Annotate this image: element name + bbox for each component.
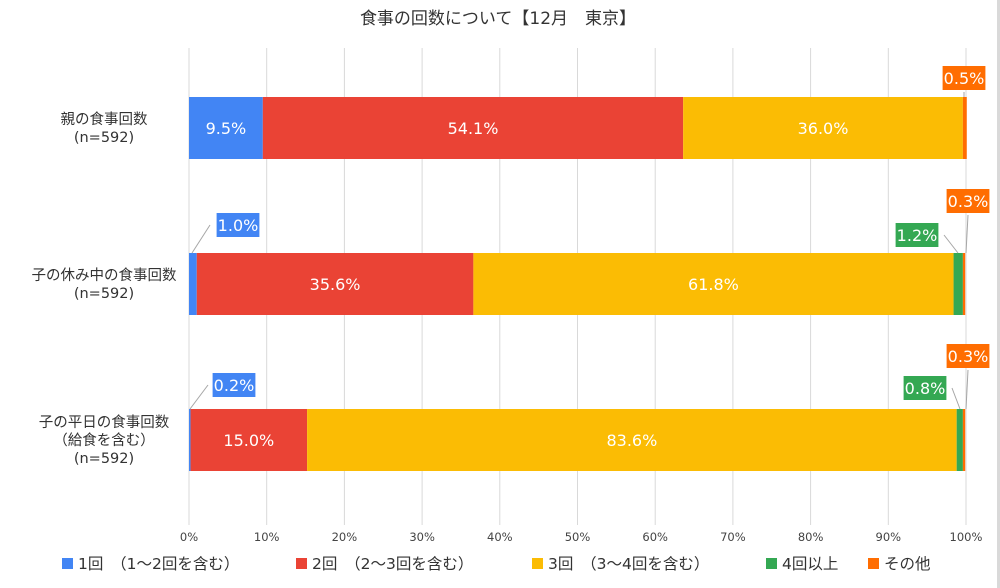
data-label: 35.6% — [310, 275, 361, 294]
data-label: 0.2% — [214, 376, 255, 395]
data-label-box — [946, 189, 990, 213]
label-leader-line — [965, 214, 969, 254]
category-label: (n=592) — [74, 451, 134, 467]
legend-swatch — [868, 558, 879, 569]
x-tick-label: 40% — [487, 530, 513, 544]
data-label-box — [895, 223, 939, 247]
bar-segment — [262, 97, 684, 159]
x-axis-ticks: 0% 10% 20% 30% 40% 50% 60% 70% 80% 90% 100% — [180, 530, 983, 544]
bar-segment — [190, 409, 308, 471]
x-tick-label: 100% — [950, 530, 983, 544]
category-label: (n=592) — [74, 286, 134, 302]
data-label-box — [216, 213, 260, 237]
legend-swatch — [766, 558, 777, 569]
data-label: 0.5% — [944, 69, 985, 88]
data-label: 0.8% — [905, 379, 946, 398]
category-labels-layer: 親の食事回数 (n=592) 子の休み中の食事回数 (n=592) 子の平日の食事回数（… — [32, 111, 177, 467]
data-label-box — [946, 344, 990, 368]
data-labels-layer: 9.5% 54.1% 36.0% 0.5% 1.0% 35.6% 61.8% 1.2% 0.3%… — [189, 66, 990, 450]
bars-layer — [189, 97, 967, 471]
bar-segment — [962, 253, 966, 315]
legend-swatch — [62, 558, 73, 569]
bar-segment — [473, 253, 954, 315]
data-label: 1.2% — [897, 226, 938, 245]
data-label-box — [942, 66, 986, 90]
bar-segment — [962, 97, 967, 159]
category-label: （給食を含む） — [53, 432, 155, 449]
legend: 1回 （1～2回を含む） 2回 （2～3回を含む） 3回 （3～4回を含む） 4回以上… — [62, 555, 931, 573]
legend-label: 2回 （2～3回を含む） — [312, 555, 473, 573]
label-leader-line — [189, 384, 209, 410]
data-label: 36.0% — [798, 119, 849, 138]
x-tick-label: 70% — [720, 530, 746, 544]
data-label: 15.0% — [223, 431, 274, 450]
chart-title: 食事の回数について【12月 東京】 — [360, 9, 636, 29]
x-tick-label: 20% — [332, 530, 358, 544]
bar-segment — [196, 253, 474, 315]
x-tick-label: 0% — [180, 530, 198, 544]
bar-segment — [189, 409, 191, 471]
category-label: 子の休み中の食事回数 — [32, 267, 177, 284]
label-leader-line — [191, 224, 211, 254]
category-label: 子の平日の食事回数 — [39, 414, 170, 431]
window-edge — [997, 0, 1000, 588]
label-leader-line — [951, 387, 961, 410]
x-tick-label: 90% — [876, 530, 902, 544]
x-tick-label: 10% — [254, 530, 280, 544]
x-tick-label: 60% — [642, 530, 668, 544]
category-label: 親の食事回数 — [61, 111, 148, 128]
bar-segment — [953, 253, 963, 315]
data-label: 83.6% — [606, 431, 657, 450]
legend-label: 3回 （3～4回を含む） — [548, 555, 709, 573]
legend-label: 4回以上 — [782, 555, 838, 573]
x-tick-label: 50% — [565, 530, 591, 544]
x-tick-label: 80% — [798, 530, 824, 544]
legend-label: その他 — [884, 555, 931, 573]
data-label: 9.5% — [206, 119, 247, 138]
bar-segment — [956, 409, 963, 471]
data-label: 0.3% — [948, 192, 989, 211]
data-label-box — [903, 376, 947, 400]
legend-swatch — [296, 558, 307, 569]
bar-segment — [189, 253, 197, 315]
bar-segment — [962, 409, 966, 471]
data-label: 1.0% — [218, 216, 259, 235]
category-label: (n=592) — [74, 130, 134, 146]
data-label: 54.1% — [448, 119, 499, 138]
legend-label: 1回 （1～2回を含む） — [78, 555, 239, 573]
x-tick-label: 30% — [409, 530, 435, 544]
label-leader-line — [943, 234, 959, 254]
data-label: 0.3% — [948, 347, 989, 366]
data-label-box — [212, 373, 256, 397]
bar-segment — [189, 97, 263, 159]
bar-segment — [307, 409, 957, 471]
bar-segment — [683, 97, 963, 159]
label-leader-line — [965, 369, 969, 410]
legend-swatch — [532, 558, 543, 569]
data-label: 61.8% — [688, 275, 739, 294]
